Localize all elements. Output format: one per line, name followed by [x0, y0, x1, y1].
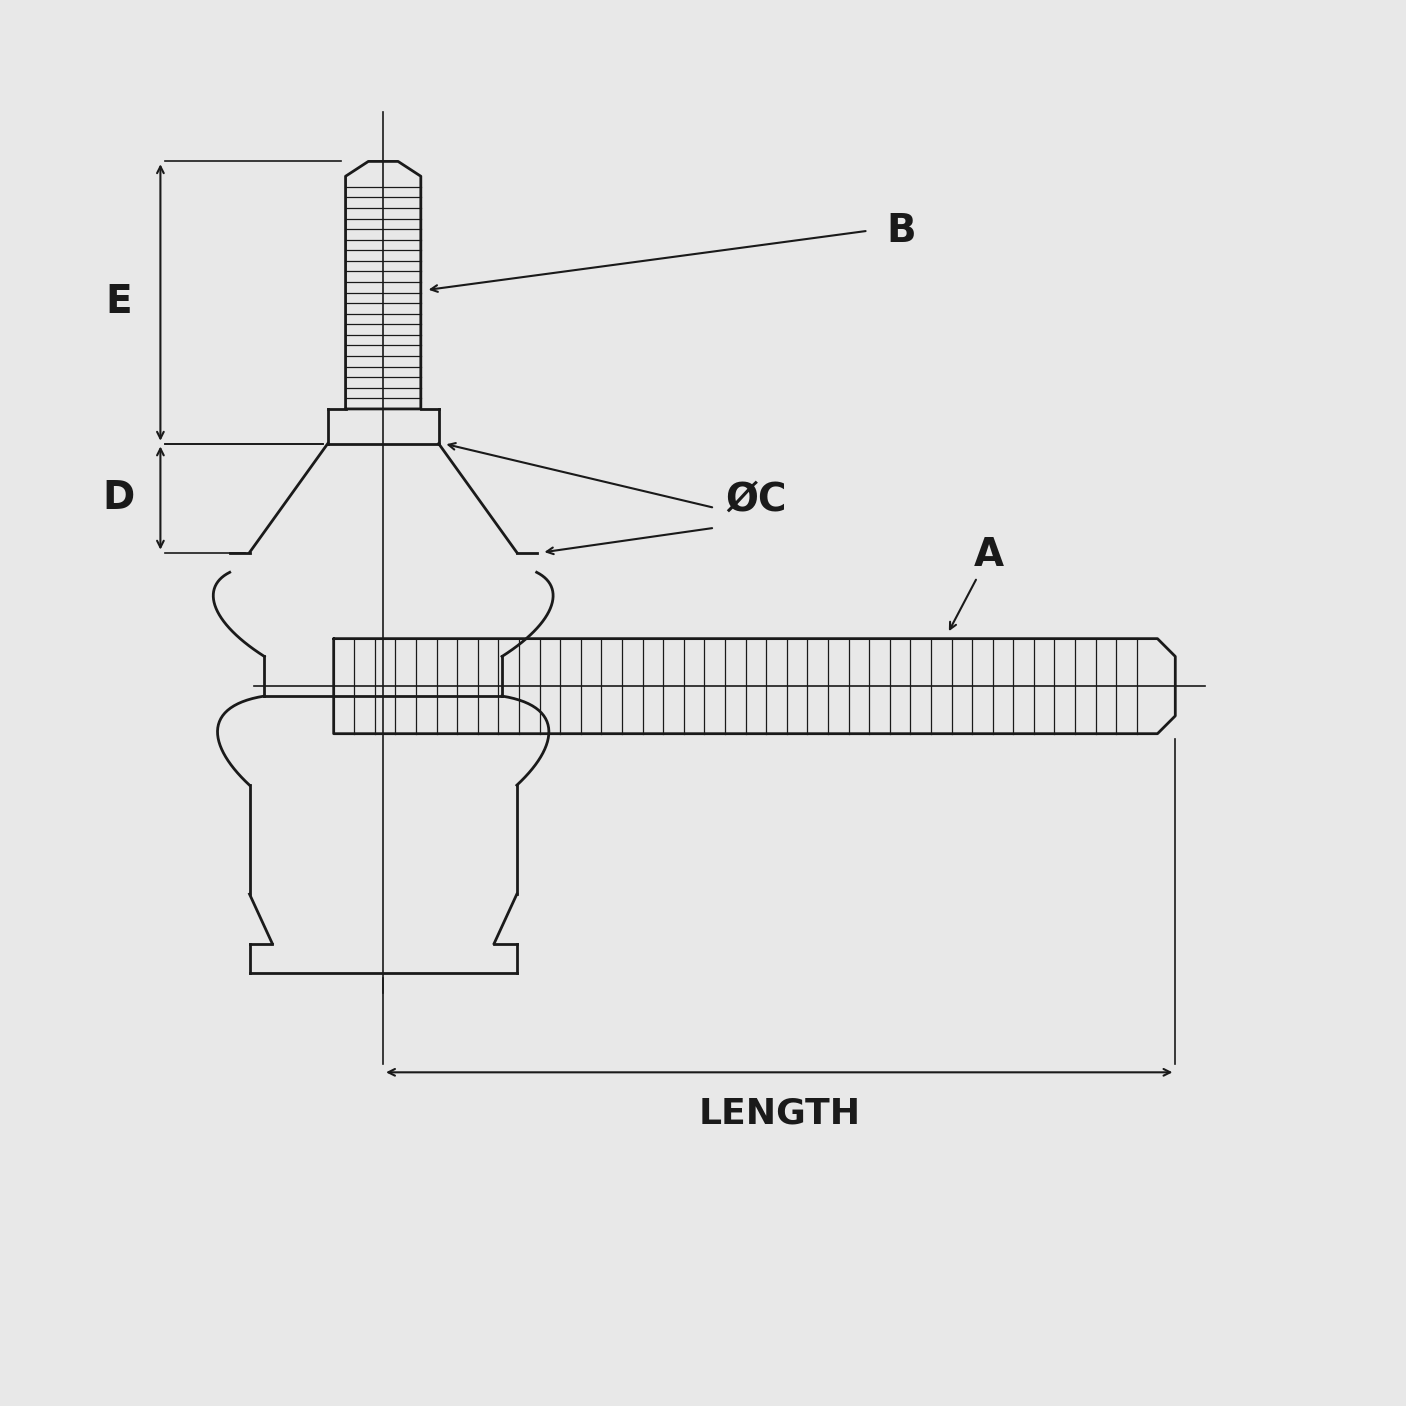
Text: A: A	[974, 537, 1004, 575]
Text: E: E	[105, 284, 132, 322]
Text: ØC: ØC	[724, 481, 786, 519]
Text: D: D	[103, 479, 135, 517]
Text: LENGTH: LENGTH	[699, 1097, 860, 1130]
Text: B: B	[886, 212, 915, 250]
